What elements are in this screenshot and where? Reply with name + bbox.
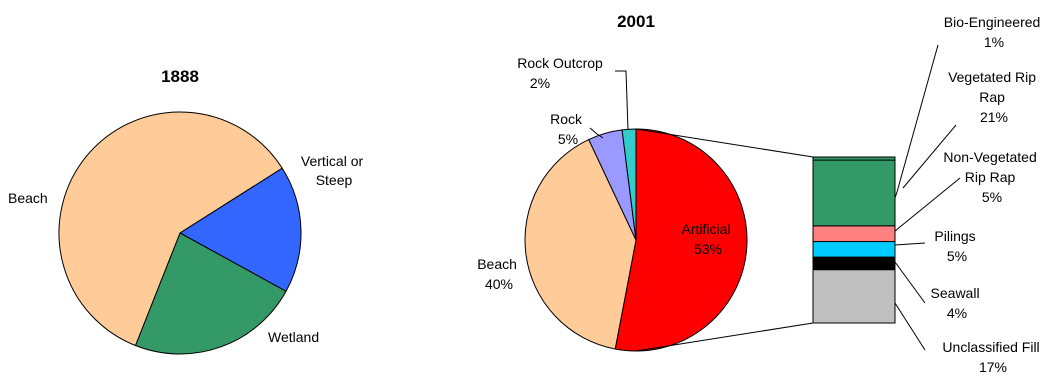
leader-non-vegetated [894, 177, 961, 232]
leader-seawall [894, 261, 926, 304]
connector-top [635, 128, 814, 158]
bar-segment-vegetated-rip-rap [812, 159, 896, 227]
pie-2001-slice-artificial [614, 128, 748, 352]
pie-1888-title: 1888 [161, 67, 199, 86]
pie-2001-label-rock-outcrop: Rock Outcrop 2% [517, 55, 606, 91]
breakdown-bar-outline [812, 156, 896, 324]
pie-1888-label-beach: Beach [8, 190, 48, 206]
leader-unclassified [894, 302, 926, 351]
bar-segment-pilings [812, 241, 896, 258]
breakdown-label-vegetated: Vegetated Rip Rap 21% [948, 69, 1040, 125]
breakdown-label-seawall: Seawall 4% [931, 285, 984, 321]
connector-bottom [635, 322, 814, 352]
pie-1888-label-vertical: Vertical or Steep [301, 153, 367, 188]
leader-rock-outcrop [615, 70, 629, 131]
pie-1888-slice-beach [58, 111, 283, 347]
leader-bio-engineered [894, 44, 939, 199]
pie-1888-label-wetland: Wetland [268, 329, 319, 345]
leader-vegetated [902, 124, 957, 189]
leader-pilings [894, 242, 926, 246]
pie-2001: 2001 Rock Outcrop 2% Rock 5% Beach 40% A… [477, 12, 1044, 375]
breakdown-labels: Bio-Engineered 1% Vegetated Rip Rap 21% … [894, 14, 1044, 375]
bar-segment-bio-engineered [813, 157, 895, 161]
bar-segment-unclassified-fill [812, 269, 896, 324]
pie-2001-slice-rock-outcrop [621, 128, 637, 241]
pie-1888: 1888 Beach Vertical or Steep Wetland [8, 67, 367, 355]
leader-rock [589, 127, 604, 139]
pie-2001-slice-beach [524, 138, 637, 350]
pie-2001-title: 2001 [617, 12, 655, 31]
pie-1888-slice-vertical-or-steep [179, 167, 302, 292]
breakdown-label-unclassified: Unclassified Fill 17% [942, 339, 1043, 375]
breakdown-label-pilings: Pilings 5% [934, 228, 979, 264]
breakdown-label-non-vegetated: Non-Vegetated Rip Rap 5% [943, 149, 1040, 205]
pie-1888-slice-wetland [134, 232, 287, 355]
pie-2001-label-beach: Beach 40% [477, 256, 521, 292]
pie-2001-label-rock: Rock 5% [550, 111, 586, 147]
breakdown-label-bio-engineered: Bio-Engineered 1% [944, 14, 1044, 50]
bar-segment-non-vegetated-rip-rap [812, 225, 896, 243]
bar-segment-seawall [812, 256, 896, 271]
pie-2001-label-artificial: Artificial 53% [682, 221, 735, 257]
